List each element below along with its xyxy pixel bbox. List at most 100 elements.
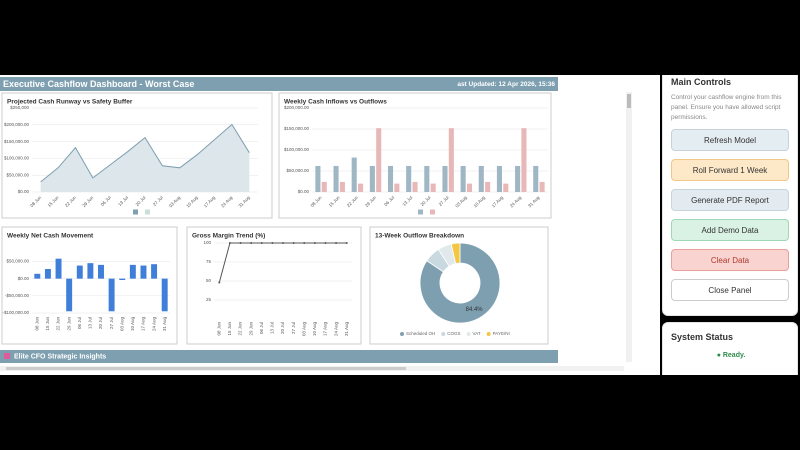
bar xyxy=(387,165,394,192)
v-scrollbar[interactable] xyxy=(626,92,632,362)
x-tick-label: 17 Aug xyxy=(141,317,146,332)
point xyxy=(345,242,348,244)
point xyxy=(218,281,221,284)
refresh-button[interactable]: Refresh Model xyxy=(671,129,789,151)
point xyxy=(282,242,284,244)
point xyxy=(324,242,327,244)
area-fill xyxy=(40,124,250,192)
bar xyxy=(485,181,491,192)
roll-forward-button[interactable]: Roll Forward 1 Week xyxy=(671,159,789,181)
chart-panel xyxy=(278,92,552,219)
y-tick-label: $200,000.00 xyxy=(4,122,30,127)
x-tick-label: 08 Jun xyxy=(34,317,39,331)
bar xyxy=(339,181,345,192)
pdf-button[interactable]: Generate PDF Report xyxy=(671,189,789,211)
bar xyxy=(412,181,418,192)
clear-data-button[interactable]: Clear Data xyxy=(671,249,789,271)
legend-swatch xyxy=(400,332,404,336)
bar xyxy=(76,265,83,279)
legend-swatch xyxy=(430,209,435,215)
x-tick-label: 24 Aug xyxy=(333,322,338,337)
bar xyxy=(358,183,364,192)
point xyxy=(335,242,338,244)
x-tick-label: 31 Aug xyxy=(344,322,349,337)
x-tick-label: 15 Jun xyxy=(45,317,50,331)
legend-swatch xyxy=(441,332,446,336)
insights-bar xyxy=(0,350,558,363)
legend-swatch xyxy=(418,209,423,215)
point xyxy=(228,242,231,244)
bar xyxy=(478,165,484,192)
header-title: Executive Cashflow Dashboard - Worst Cas… xyxy=(3,79,194,89)
status-title: System Status xyxy=(671,332,734,342)
bar xyxy=(496,165,502,192)
close-panel-button[interactable]: Close Panel xyxy=(671,279,789,301)
x-tick-label: 27 Jul xyxy=(109,317,114,329)
x-tick-label: 20 Jul xyxy=(98,317,103,329)
slice-label: 84.4% xyxy=(466,307,484,313)
h-scroll-thumb[interactable] xyxy=(6,367,406,370)
point xyxy=(271,242,274,244)
bar xyxy=(98,264,104,279)
v-scroll-thumb[interactable] xyxy=(627,94,631,108)
x-tick-label: 22 Jun xyxy=(56,317,61,331)
legend-label: COGS xyxy=(447,331,460,336)
x-tick-label: 17 Aug xyxy=(323,322,328,337)
x-tick-label: 13 Jul xyxy=(270,322,275,334)
controls-title: Main Controls xyxy=(671,77,731,87)
chart-title: Gross Margin Trend (%) xyxy=(192,233,265,240)
chart-panel xyxy=(186,226,362,345)
chart-title: 13-Week Outflow Breakdown xyxy=(375,233,464,240)
y-tick-label: $50,000.00 xyxy=(6,259,29,264)
y-tick-label: $0.00 xyxy=(18,189,30,194)
series-line xyxy=(40,123,250,183)
bar xyxy=(430,183,436,192)
y-tick-label: $250,000 xyxy=(10,105,29,110)
bar xyxy=(351,157,357,192)
point xyxy=(250,242,253,244)
y-tick-label: $100,000.00 xyxy=(284,147,310,152)
y-tick-label: 25 xyxy=(206,297,212,302)
point xyxy=(260,242,263,244)
demo-data-button[interactable]: Add Demo Data xyxy=(671,219,789,241)
x-tick-label: 10 Aug xyxy=(312,322,317,337)
bar xyxy=(515,165,521,192)
y-tick-label: $200,000.00 xyxy=(284,105,310,110)
last-updated: ast Updated: 12 Apr 2026, 15:36 xyxy=(457,81,555,88)
x-tick-label: 10 Aug xyxy=(130,317,135,332)
controls-description: Control your cashflow engine from this p… xyxy=(671,94,782,121)
bar xyxy=(406,165,412,192)
bar xyxy=(66,278,73,312)
y-tick-label: 75 xyxy=(206,259,212,264)
x-tick-label: 06 Jul xyxy=(259,322,264,334)
bar xyxy=(333,165,339,192)
x-tick-label: 06 Jul xyxy=(77,317,82,329)
point xyxy=(313,242,316,244)
x-tick-label: 29 Jun xyxy=(248,322,253,336)
insights-title[interactable]: Elite CFO Strategic Insights xyxy=(14,353,106,360)
bar xyxy=(55,258,62,279)
bar xyxy=(424,165,430,192)
bar xyxy=(533,165,539,192)
legend-swatch xyxy=(466,332,471,336)
x-tick-label: 03 Aug xyxy=(119,317,124,332)
y-tick-label: 100 xyxy=(203,240,211,245)
x-tick-label: 13 Jul xyxy=(88,317,93,329)
y-tick-label: $150,000.00 xyxy=(284,126,310,131)
bar xyxy=(129,264,136,279)
bar xyxy=(140,265,147,279)
x-tick-label: 22 Jun xyxy=(238,322,243,336)
point xyxy=(239,242,242,244)
bar xyxy=(503,183,509,192)
y-tick-label: $50,000.00 xyxy=(286,168,309,173)
y-tick-label: -$100,000.00 xyxy=(2,310,29,315)
top-band xyxy=(0,0,800,75)
bar xyxy=(34,273,41,279)
chart-title: Weekly Cash Inflows vs Outflows xyxy=(284,99,387,106)
bar xyxy=(442,165,448,192)
pie-slice xyxy=(450,242,461,264)
legend-swatch xyxy=(145,209,150,215)
status-card: System Status ● Ready. xyxy=(662,322,798,382)
legend-label: VAT xyxy=(473,331,481,336)
